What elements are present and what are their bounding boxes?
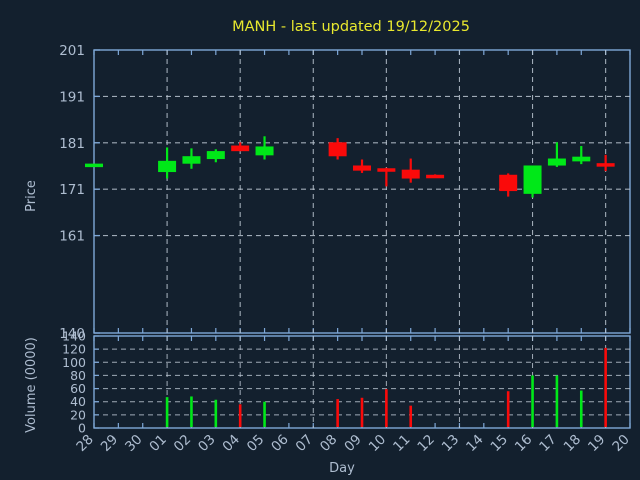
candlestick [182, 148, 201, 169]
candlestick [255, 136, 274, 160]
volume-tick-label: 20 [70, 407, 86, 422]
price-tick-label: 161 [59, 229, 85, 245]
candle-body [596, 163, 615, 167]
candlestick [206, 149, 225, 163]
candlestick [353, 159, 371, 173]
candlestick [377, 167, 396, 187]
candle-body [401, 169, 420, 179]
candle-body [523, 165, 542, 194]
volume-tick-label: 140 [62, 329, 86, 344]
candle-body [206, 151, 225, 160]
price-axis-label: Price [24, 180, 39, 212]
volume-tick-label: 100 [62, 355, 86, 370]
price-tick-label: 201 [59, 43, 85, 59]
candle-body [572, 156, 591, 162]
volume-tick-label: 40 [70, 394, 86, 409]
candlestick [328, 138, 347, 160]
candle-body [85, 163, 103, 168]
volume-tick-label: 80 [70, 368, 86, 383]
candle-body [353, 165, 371, 171]
candlestick [596, 154, 615, 172]
price-panel: 201 191 181 171 161 140 [59, 43, 631, 342]
candle-body [426, 174, 445, 179]
candlestick [426, 174, 445, 179]
chart-title: MANH - last updated 19/12/2025 [232, 19, 470, 35]
candle-body [255, 146, 274, 156]
price-tick-label: 171 [59, 182, 85, 198]
candlestick [572, 146, 591, 165]
volume-tick-label: 120 [62, 342, 86, 357]
candle-body [499, 174, 518, 192]
candle-body [158, 160, 177, 173]
price-tick-label: 140 [59, 326, 85, 342]
candlestick [547, 142, 566, 167]
day-axis-label: Day [329, 461, 355, 476]
volume-tick-label: 0 [78, 421, 86, 436]
candlestick [158, 147, 177, 179]
candlestick [523, 165, 542, 198]
candle-body [328, 142, 347, 157]
candlestick [499, 173, 518, 197]
volume-axis-label: Volume (0000) [24, 337, 39, 433]
candle-body [377, 168, 396, 172]
volume-tick-label: 60 [70, 381, 86, 396]
candlestick [401, 158, 420, 183]
candlestick [231, 142, 250, 152]
price-tick-label: 191 [59, 89, 85, 105]
candle-body [182, 156, 201, 164]
candle-body [547, 158, 566, 166]
candle-body [231, 145, 250, 152]
price-tick-label: 181 [59, 136, 85, 152]
candlestick [85, 163, 103, 168]
